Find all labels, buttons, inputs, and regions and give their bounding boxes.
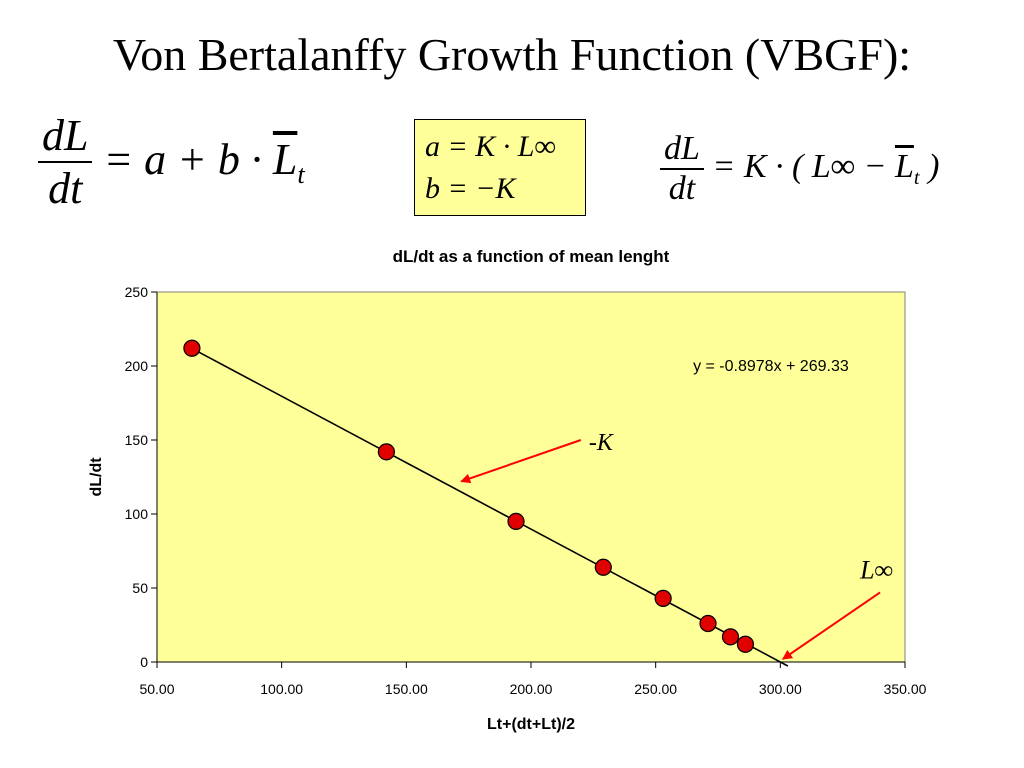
mean-length-symbol: L [272,134,298,184]
parameter-a: a = K · L∞ [425,130,556,163]
y-tick-label: 150 [125,432,149,448]
x-axis-label: Lt+(dt+Lt)/2 [487,716,575,733]
formula-rhs: = a + b · Lt [92,134,304,190]
annotation-label: L∞ [859,555,893,584]
x-tick-label: 100.00 [260,681,303,697]
formula-differential: dL dt = a + b · Lt [38,110,305,214]
x-tick-label: 350.00 [884,681,927,697]
fraction: dL dt [38,110,93,214]
x-tick-label: 150.00 [385,681,428,697]
annotation-arrow [782,591,881,660]
y-tick-label: 0 [140,654,148,670]
fraction-numerator: dL [660,130,704,170]
x-tick-label: 200.00 [510,681,553,697]
formula-rhs: = K · ( L∞ − Lt ) [704,148,939,190]
formula-rhs-suffix: ) [919,147,940,185]
fraction-numerator: dL [38,110,93,163]
parameter-box: a = K · L∞ b = −K [414,119,586,216]
data-point [654,589,672,607]
y-tick-label: 200 [125,358,149,374]
data-point [721,628,740,646]
trendline [191,347,789,667]
fraction: dL dt [660,130,704,208]
formula-vbgf: dL dt = K · ( L∞ − Lt ) [660,130,939,208]
slide-title: Von Bertalanffy Growth Function (VBGF): [112,29,912,80]
mean-length-symbol: L [894,147,914,185]
annotation-label: -K [589,430,615,456]
data-point [183,339,201,357]
fraction-denominator: dt [48,164,83,213]
x-tick-label: 300.00 [759,681,802,697]
data-point [736,635,755,653]
formula-rhs-prefix: = a + b · [92,134,273,184]
y-axis-label: dL/dt [88,457,105,497]
subscript-t: t [913,167,920,190]
x-tick-label: 50.00 [139,681,174,697]
data-point [377,443,395,461]
data-point [594,558,612,576]
x-tick-label: 250.00 [634,681,677,697]
y-tick-label: 100 [125,506,149,522]
trendline-equation: y = -0.8978x + 269.33 [693,358,849,375]
chart-title: dL/dt as a function of mean lenght [393,247,670,266]
data-point [699,614,717,633]
fraction-denominator: dt [668,170,696,207]
y-tick-label: 50 [132,580,148,596]
annotation-arrow [460,439,582,484]
parameter-b: b = −K [425,172,516,205]
plot-area [156,291,906,663]
formula-rhs-prefix: = K · ( L∞ − [703,147,895,185]
data-point [507,512,525,531]
y-tick-label: 250 [125,284,149,300]
subscript-t: t [297,159,305,190]
